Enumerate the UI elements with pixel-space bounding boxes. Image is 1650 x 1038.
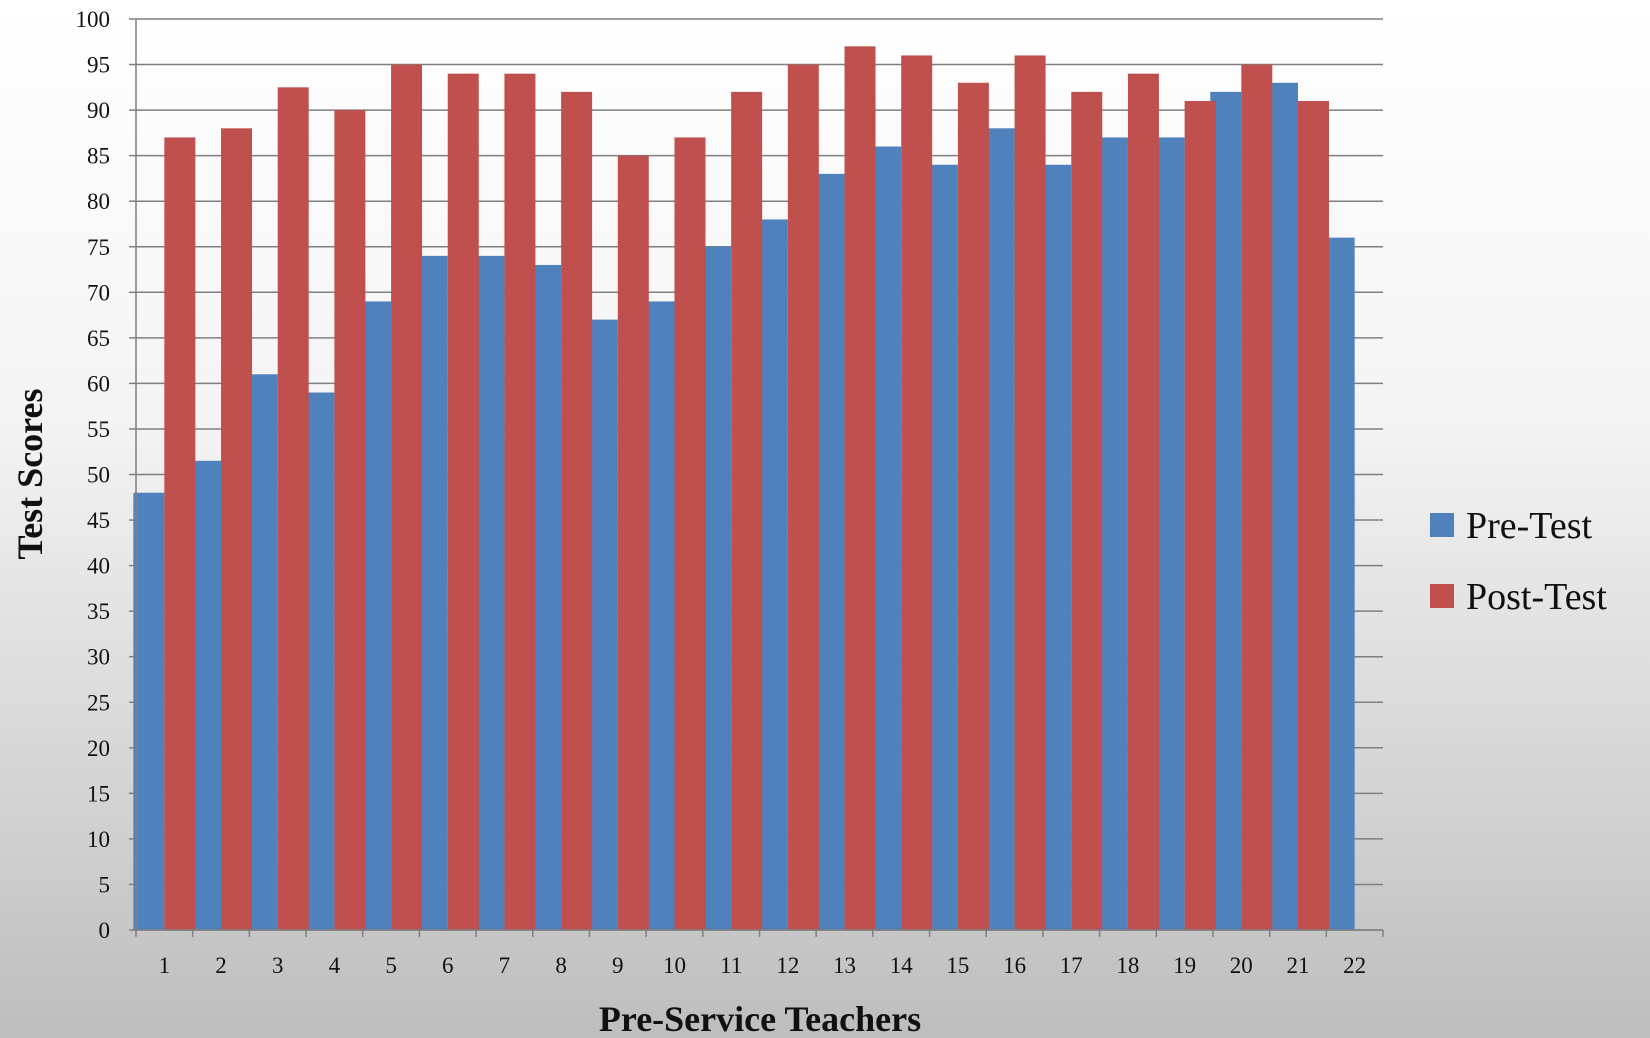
bar-post-test-2: [221, 128, 253, 930]
bar-post-test-15: [957, 82, 989, 930]
y-tick-label: 90: [87, 98, 110, 123]
y-tick-labels: 0 5 10 15 20 25 30 35 40 45 50 55 60 65 70 75 80 85 90 95 10…: [76, 7, 111, 943]
bars: [133, 46, 1355, 931]
bar-post-test-18: [1127, 73, 1159, 930]
legend-label: Pre-Test: [1466, 505, 1593, 547]
legend-label: Post-Test: [1466, 576, 1607, 618]
x-tick-label: 19: [1173, 953, 1196, 978]
x-tick-label: 4: [329, 953, 341, 978]
y-tick-label: 80: [87, 189, 110, 214]
x-tick-label: 11: [720, 953, 742, 978]
x-tick-label: 10: [663, 953, 686, 978]
y-tick-label: 20: [87, 736, 110, 761]
y-tick-label: 95: [87, 53, 110, 78]
x-tick-label: 5: [385, 953, 397, 978]
legend: Pre-Test Post-Test: [1430, 505, 1607, 618]
bar-post-test-5: [391, 64, 423, 931]
bar-post-test-4: [334, 110, 366, 931]
y-axis-title: Test Scores: [10, 389, 50, 560]
y-tick-label: 5: [99, 872, 111, 897]
x-tick-label: 21: [1286, 953, 1309, 978]
bar-pre-test-1: [133, 492, 165, 930]
x-tick-label: 13: [833, 953, 856, 978]
bar-post-test-1: [164, 137, 196, 930]
bar-post-test-12: [787, 64, 819, 931]
x-tick-label: 6: [442, 953, 454, 978]
y-tick-label: 45: [87, 508, 110, 533]
legend-swatch-post-test: [1430, 584, 1454, 608]
x-tick-label: 9: [612, 953, 624, 978]
y-tick-label: 35: [87, 599, 110, 624]
y-tick-label: 70: [87, 280, 110, 305]
x-tick-label: 16: [1003, 953, 1026, 978]
x-tick-label: 17: [1060, 953, 1083, 978]
x-tick-label: 18: [1116, 953, 1139, 978]
bar-post-test-16: [1014, 55, 1046, 930]
x-axis-title: Pre-Service Teachers: [599, 999, 921, 1038]
y-tick-label: 15: [87, 781, 110, 806]
y-tick-label: 55: [87, 417, 110, 442]
bar-post-test-17: [1071, 91, 1103, 930]
axes: [135, 19, 1384, 937]
bar-post-test-20: [1241, 64, 1273, 931]
legend-swatch-pre-test: [1430, 513, 1454, 537]
bar-post-test-6: [447, 73, 479, 930]
bar-post-test-19: [1184, 100, 1216, 931]
x-tick-label: 7: [499, 953, 511, 978]
y-tick-label: 60: [87, 371, 110, 396]
x-tick-labels: 1 2 3 4 5 6 7 8 9 10 11 12 13 14 15 16 17 18 19 20 21 22: [159, 953, 1367, 978]
y-tick-label: 85: [87, 144, 110, 169]
y-tick-label: 25: [87, 690, 110, 715]
y-tick-label: 50: [87, 463, 110, 488]
y-tick-label: 30: [87, 645, 110, 670]
x-tick-label: 2: [215, 953, 227, 978]
y-tick-label: 75: [87, 235, 110, 260]
x-tick-label: 20: [1230, 953, 1253, 978]
y-tick-label: 10: [87, 827, 110, 852]
bar-post-test-3: [277, 87, 309, 930]
x-tick-label: 14: [890, 953, 914, 978]
x-tick-label: 12: [776, 953, 799, 978]
bar-post-test-7: [504, 73, 536, 930]
y-tick-label: 65: [87, 326, 110, 351]
bar-post-test-11: [731, 91, 763, 930]
x-tick-label: 1: [159, 953, 171, 978]
y-tick-label: 40: [87, 554, 110, 579]
bar-post-test-8: [561, 91, 593, 930]
y-tick-label: 100: [76, 7, 111, 32]
bar-post-test-14: [901, 55, 933, 930]
bar-post-test-21: [1297, 100, 1329, 931]
bar-post-test-13: [844, 46, 876, 930]
x-tick-label: 8: [555, 953, 567, 978]
x-tick-label: 3: [272, 953, 284, 978]
x-tick-label: 22: [1343, 953, 1366, 978]
bar-post-test-9: [617, 155, 649, 930]
bar-post-test-10: [674, 137, 706, 930]
x-tick-label: 15: [946, 953, 969, 978]
y-tick-label: 0: [99, 918, 111, 943]
